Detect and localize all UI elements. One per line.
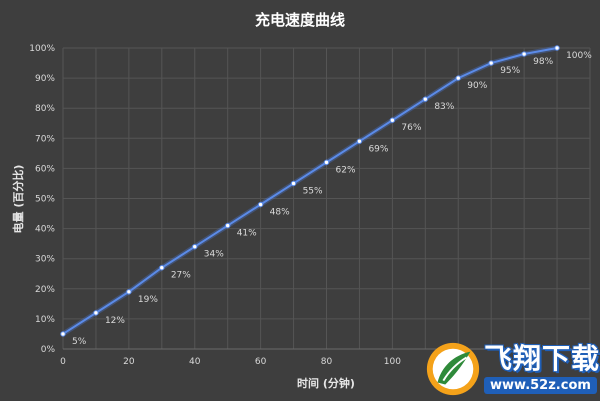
data-point: [521, 51, 527, 57]
chart-title: 充电速度曲线: [255, 11, 345, 29]
y-tick-label: 50%: [35, 195, 55, 205]
y-tick-label: 20%: [35, 285, 55, 295]
data-label: 55%: [303, 186, 323, 196]
data-label: 62%: [336, 165, 356, 175]
data-label: 90%: [467, 81, 487, 91]
y-axis-ticks: 0% 10% 20% 30% 40% 50% 60% 70% 80% 90% 100%: [29, 44, 55, 355]
y-tick-label: 10%: [35, 315, 55, 325]
data-point: [323, 159, 330, 166]
data-point: [159, 265, 165, 271]
data-label: 69%: [368, 144, 388, 154]
data-label: 12%: [105, 316, 125, 326]
data-label: 19%: [138, 295, 158, 305]
x-tick-label: 100: [384, 357, 401, 367]
data-label: 98%: [533, 57, 553, 67]
x-tick-label: 0: [60, 357, 66, 367]
data-point: [257, 201, 264, 208]
y-tick-label: 60%: [35, 164, 55, 174]
x-axis-label: 时间 (分钟): [297, 376, 355, 390]
data-point: [422, 96, 429, 102]
series-line: [62, 47, 558, 335]
x-tick-label: 60: [255, 357, 267, 367]
grid-layer: [62, 47, 591, 350]
y-tick-label: 70%: [35, 134, 55, 144]
watermark: 飞翔下载 www.52z.com: [424, 336, 600, 401]
data-label: 48%: [270, 208, 290, 218]
watermark-title: 飞翔下载: [484, 342, 600, 375]
data-label: 34%: [204, 250, 224, 260]
x-axis-ticks: 0 20 40 60 80 100: [60, 357, 401, 367]
watermark-logo-icon: [426, 342, 480, 395]
data-label: 95%: [500, 66, 520, 76]
data-point: [60, 331, 66, 337]
data-label: 41%: [237, 229, 257, 239]
data-point: [290, 180, 297, 187]
data-point: [389, 117, 396, 123]
data-point: [455, 75, 461, 81]
y-axis-label: 电量 (百分比): [11, 165, 25, 234]
y-tick-label: 90%: [35, 74, 55, 84]
x-tick-label: 20: [123, 357, 135, 367]
watermark-url: www.52z.com: [484, 377, 597, 394]
data-label: 76%: [401, 123, 421, 133]
data-point: [192, 243, 198, 250]
data-label: 100%: [566, 51, 592, 61]
data-point: [93, 310, 99, 316]
series-layer: 5% 12% 19% 27% 34% 41% 48% 55% 62% 69% 76% 83% 90% 95…: [60, 45, 592, 347]
x-tick-label: 40: [189, 357, 201, 367]
y-tick-label: 40%: [35, 225, 55, 235]
data-point: [554, 45, 560, 51]
y-tick-label: 0%: [41, 345, 56, 355]
data-label: 27%: [171, 271, 191, 281]
y-tick-label: 80%: [35, 104, 55, 114]
y-tick-label: 30%: [35, 255, 55, 265]
data-label: 5%: [72, 337, 87, 347]
data-point: [356, 138, 363, 145]
y-tick-label: 100%: [29, 44, 55, 54]
x-tick-label: 80: [321, 357, 333, 367]
data-point: [488, 60, 494, 66]
data-label: 83%: [434, 102, 454, 112]
data-point: [126, 289, 132, 295]
data-point: [224, 222, 231, 229]
